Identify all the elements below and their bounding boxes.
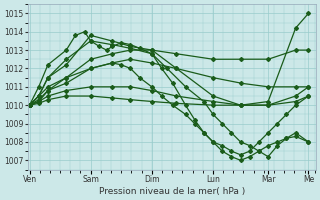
X-axis label: Pression niveau de la mer( hPa ): Pression niveau de la mer( hPa ) bbox=[99, 187, 245, 196]
